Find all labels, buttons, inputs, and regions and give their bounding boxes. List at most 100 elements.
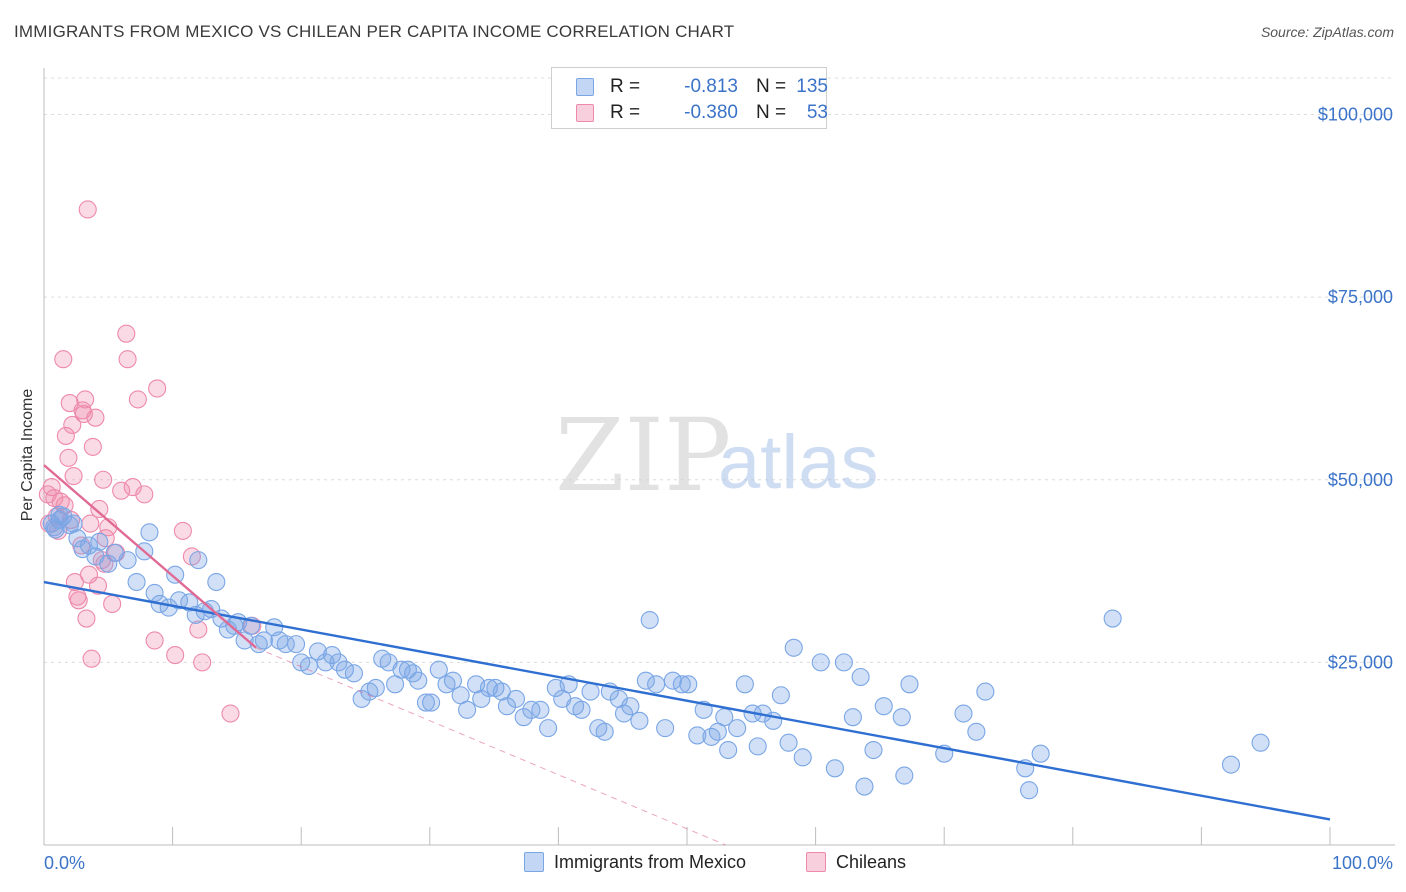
- mexico-point: [614, 704, 634, 723]
- chilean-point: [189, 620, 208, 639]
- mexico-point: [443, 671, 462, 690]
- mexico-point: [656, 719, 675, 738]
- chilean-point: [118, 350, 137, 369]
- mexico-point: [64, 514, 83, 533]
- mexico-point: [458, 700, 477, 719]
- mexico-point: [967, 722, 986, 741]
- mexico-point: [254, 631, 273, 650]
- correlation-legend: R = -0.813 N = 135 R = -0.380 N = 53: [551, 67, 828, 129]
- source-attribution: Source: ZipAtlas.com: [1260, 24, 1394, 40]
- legend-swatch-pink: [576, 104, 594, 122]
- mexico-point: [793, 748, 812, 767]
- mexico-point: [50, 505, 69, 524]
- mexico-point: [429, 660, 448, 679]
- mexico-point: [46, 520, 65, 539]
- mexico-point: [834, 653, 853, 672]
- mexico-point: [276, 635, 295, 654]
- bottom-legend-chileans: Chileans: [806, 852, 906, 873]
- chileans-trend-extension: [255, 647, 726, 846]
- mexico-point: [647, 675, 666, 694]
- mexico-point: [1031, 744, 1050, 763]
- y-tick-label: $100,000: [1318, 105, 1393, 125]
- chilean-point: [54, 350, 73, 369]
- chilean-point: [90, 499, 109, 519]
- mexico-point: [874, 697, 893, 716]
- bottom-legend-swatch-blue: [524, 852, 544, 872]
- mexico-point: [688, 726, 707, 745]
- chilean-point: [81, 514, 100, 533]
- mexico-point: [976, 682, 995, 701]
- mexico-point: [895, 766, 914, 785]
- chilean-point: [56, 426, 75, 445]
- chilean-point: [88, 576, 108, 595]
- mexico-point: [811, 653, 830, 672]
- mexico-point: [630, 711, 649, 730]
- legend-n-value: 135: [796, 76, 828, 97]
- mexico-point: [189, 551, 208, 570]
- mexico-point: [514, 708, 533, 727]
- bottom-legend-mexico: Immigrants from Mexico: [524, 852, 746, 873]
- chilean-point: [64, 467, 83, 486]
- x-tick-labels: 0.0% 100.0%: [44, 853, 1393, 873]
- mexico-point: [851, 667, 870, 687]
- mexico-point: [366, 678, 385, 697]
- mexico-point: [416, 693, 435, 712]
- gridlines: [44, 77, 1395, 663]
- mexico-point: [855, 777, 874, 796]
- bottom-legend-label: Chileans: [836, 852, 907, 872]
- mexico-point: [207, 572, 226, 592]
- bottom-legend-swatch-pink: [806, 852, 826, 872]
- chart-title: IMMIGRANTS FROM MEXICO VS CHILEAN PER CA…: [14, 22, 735, 41]
- mexico-point: [316, 653, 335, 672]
- chilean-point: [82, 649, 101, 668]
- mexico-point: [954, 704, 973, 723]
- chilean-point: [193, 653, 212, 672]
- chilean-point: [221, 704, 240, 723]
- y-tick-labels: $25,000 $50,000 $75,000 $100,000: [1318, 105, 1393, 673]
- chilean-point: [166, 646, 185, 665]
- mexico-point: [595, 722, 614, 741]
- mexico-point: [539, 719, 558, 738]
- chilean-point: [117, 324, 136, 343]
- chilean-point: [145, 631, 164, 650]
- mexico-point: [679, 675, 698, 694]
- mexico-point: [892, 708, 911, 727]
- mexico-point: [99, 554, 118, 573]
- legend-n-value: 53: [806, 102, 828, 123]
- legend-swatch-blue: [576, 78, 594, 96]
- mexico-point: [621, 697, 640, 716]
- mexico-point: [409, 671, 428, 690]
- chilean-point: [76, 390, 95, 409]
- trend-lines: [43, 464, 1331, 846]
- mexico-point: [352, 689, 371, 708]
- mexico-point: [323, 646, 342, 665]
- mexico-point: [79, 536, 99, 555]
- chilean-point: [173, 521, 192, 540]
- mexico-point: [728, 719, 747, 738]
- chilean-point: [59, 448, 78, 467]
- mexico-point: [127, 572, 146, 592]
- bottom-legend-label: Immigrants from Mexico: [554, 852, 747, 872]
- mexico-point: [735, 675, 754, 694]
- legend-n-label: N =: [756, 76, 787, 97]
- chilean-point: [123, 478, 142, 497]
- chilean-point: [103, 594, 122, 613]
- chilean-point: [77, 609, 96, 628]
- watermark-zip: ZIP: [555, 397, 731, 514]
- mexico-point: [1251, 733, 1270, 752]
- mexico-point: [900, 675, 919, 694]
- chilean-point: [148, 379, 167, 398]
- mexico-point: [287, 635, 306, 654]
- mexico-point: [1221, 755, 1241, 774]
- mexico-point: [422, 693, 441, 712]
- chileans-trend-line: [43, 464, 257, 649]
- mexico-point: [166, 565, 185, 584]
- chilean-point: [83, 437, 102, 456]
- chileans-points: [38, 200, 262, 723]
- mexico-point: [497, 697, 517, 716]
- mexico-point: [1020, 781, 1039, 800]
- mexico-point: [784, 638, 803, 657]
- mexico-point: [118, 551, 137, 570]
- chilean-point: [112, 481, 131, 500]
